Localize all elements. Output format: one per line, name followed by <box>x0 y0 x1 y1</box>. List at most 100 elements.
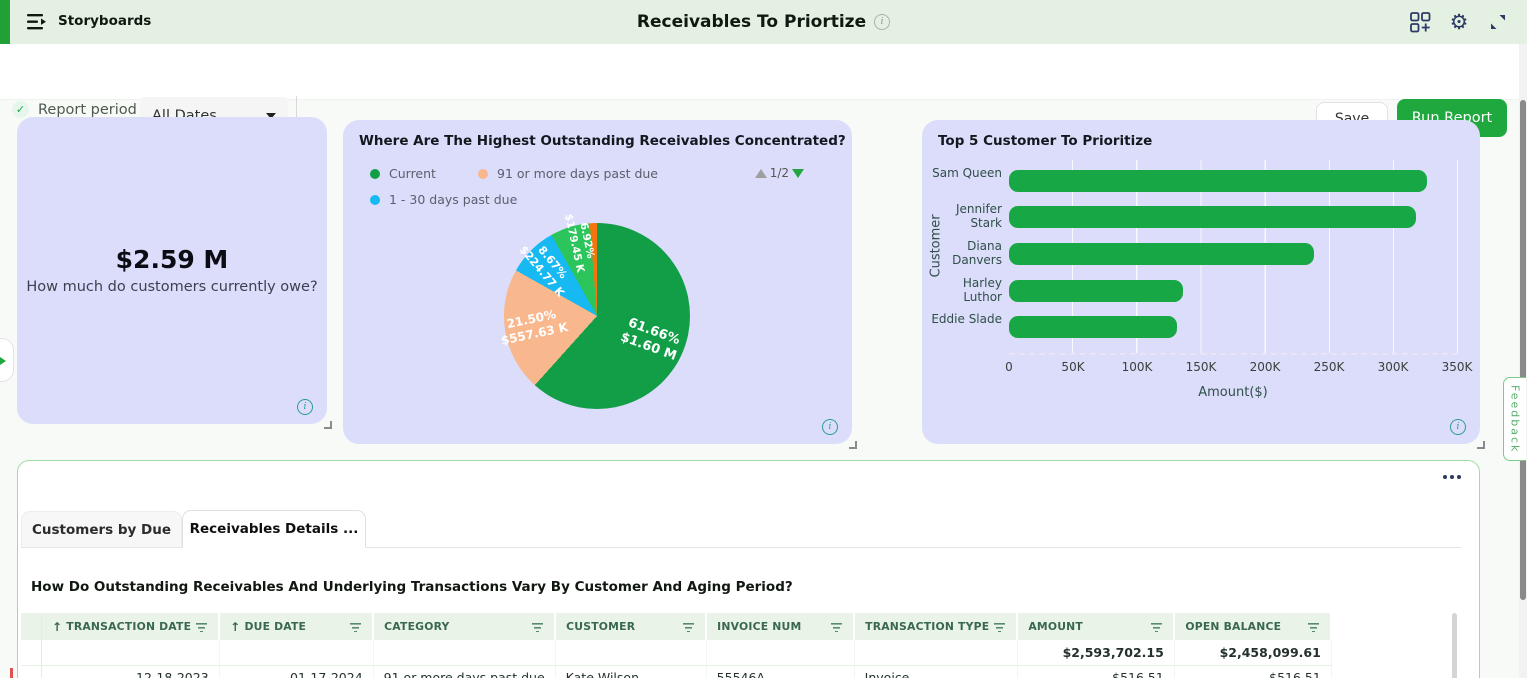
kpi-resize-handle[interactable] <box>324 421 332 429</box>
page-scrollbar <box>1519 44 1527 678</box>
xaxis-tick: 250K <box>1313 360 1345 374</box>
bar-eddie-slade[interactable] <box>1009 316 1177 338</box>
total-open-balance: $2,458,099.61 <box>1174 640 1332 666</box>
legend-item-1-30-days[interactable]: 1 - 30 days past due <box>370 192 517 207</box>
cell-amount: $516.51 <box>1017 665 1175 678</box>
table-row[interactable]: 12-18-2023 01-17-2024 91 or more days pa… <box>21 665 1332 678</box>
tab-receivables-details[interactable]: Receivables Details ... <box>182 510 366 548</box>
title-info-icon[interactable]: i <box>874 14 891 30</box>
filter-icon[interactable] <box>682 621 696 632</box>
cell-transaction-date: 12-18-2023 <box>41 665 220 678</box>
gutter-cell <box>21 665 42 678</box>
bar-chart-card: Top 5 Customer To Prioritize Customer Sa… <box>922 120 1485 449</box>
storyboards-menu-icon[interactable] <box>27 13 49 31</box>
kpi-info-icon[interactable]: i <box>297 399 313 415</box>
sort-asc-icon <box>230 620 240 634</box>
col-invoice-num[interactable]: INVOICE NUM <box>706 613 856 640</box>
left-accent-stripe <box>0 0 10 44</box>
app-name: Storyboards <box>58 13 152 29</box>
bar-info-icon[interactable]: i <box>1450 419 1466 435</box>
bar-sam-queen[interactable] <box>1009 170 1427 192</box>
legend-page-up-icon[interactable] <box>754 168 767 178</box>
legend-pager: 1/2 <box>754 166 804 180</box>
tab-customers-by-due[interactable]: Customers by Due <box>21 511 182 547</box>
chevron-down-icon <box>266 113 276 119</box>
gutter-cell <box>21 640 42 666</box>
cell-transaction-type: Invoice <box>854 665 1018 678</box>
title-wrap: Receivables To Priortize i <box>0 0 1527 44</box>
xaxis-tick: 350K <box>1441 360 1473 374</box>
cell-due-date: 01-17-2024 <box>219 665 374 678</box>
legend-page-indicator: 1/2 <box>769 166 789 180</box>
bar-xaxis-label: Amount($) <box>1198 385 1268 400</box>
bar-jennifer-stark[interactable] <box>1009 206 1416 228</box>
legend-dot-current <box>370 168 380 179</box>
settings-gear-icon[interactable]: ⚙ <box>1449 9 1469 34</box>
col-customer[interactable]: CUSTOMER <box>555 613 708 640</box>
bar-category-label: Eddie Slade <box>931 312 1002 326</box>
legend-dot-91-days <box>478 168 488 179</box>
report-period-label: Report period <box>38 102 137 118</box>
page-scrollbar-thumb[interactable] <box>1520 100 1526 600</box>
totals-row: $2,593,702.15 $2,458,099.61 <box>21 640 1332 666</box>
col-amount[interactable]: AMOUNT <box>1017 613 1176 640</box>
bar-harley-luthor[interactable] <box>1009 280 1183 302</box>
feedback-label: Feedback <box>1508 384 1522 454</box>
report-period-checkbox[interactable] <box>12 101 29 118</box>
pie-resize-handle[interactable] <box>849 441 857 449</box>
filter-icon[interactable] <box>349 621 363 632</box>
table-header-row: TRANSACTION DATE DUE DATE CATEGORY CUSTO… <box>21 613 1333 640</box>
filter-icon[interactable] <box>531 621 545 632</box>
xaxis-tick: 0 <box>1005 360 1013 374</box>
legend-label-current: Current <box>389 166 436 181</box>
xaxis-tick: 300K <box>1377 360 1409 374</box>
col-transaction-type[interactable]: TRANSACTION TYPE <box>854 613 1019 640</box>
feedback-tab[interactable]: Feedback <box>1503 377 1526 461</box>
legend-item-91-days[interactable]: 91 or more days past due <box>478 166 658 181</box>
bar-category-label: Jennifer Stark <box>955 202 1002 230</box>
xaxis-tick: 100K <box>1121 360 1153 374</box>
col-transaction-date[interactable]: TRANSACTION DATE <box>41 613 221 640</box>
page-title: Receivables To Priortize <box>636 12 867 32</box>
storyboard-play-flap[interactable] <box>0 338 14 382</box>
kpi-value: $2.59 M <box>115 245 229 274</box>
sort-asc-icon <box>52 620 62 634</box>
details-table-card: Customers by Due Receivables Details ...… <box>17 460 1480 678</box>
bar-xaxis-line <box>1009 353 1458 355</box>
table-scrollbar[interactable] <box>1452 613 1457 678</box>
pie-chart[interactable] <box>504 223 690 409</box>
xaxis-tick: 200K <box>1249 360 1281 374</box>
toolbar-divider <box>296 96 297 136</box>
bar-resize-handle[interactable] <box>1477 441 1485 449</box>
legend-page-down-icon[interactable] <box>792 168 804 178</box>
tab-bar: Customers by Due Receivables Details ... <box>21 510 1461 548</box>
xaxis-tick: 150K <box>1185 360 1217 374</box>
cell-invoice-num: 55546A <box>706 665 855 678</box>
kpi-card: $2.59 M How much do customers currently … <box>17 117 332 429</box>
legend-label-91-days: 91 or more days past due <box>497 166 658 181</box>
legend-dot-1-30-days <box>370 194 380 205</box>
pie-info-icon[interactable]: i <box>822 419 838 435</box>
col-open-balance[interactable]: OPEN BALANCE <box>1174 613 1333 640</box>
col-category[interactable]: CATEGORY <box>373 613 557 640</box>
filter-icon[interactable] <box>195 621 209 632</box>
table-heading: How Do Outstanding Receivables And Under… <box>31 579 793 595</box>
legend-item-current[interactable]: Current <box>370 166 436 181</box>
filter-icon[interactable] <box>830 621 844 632</box>
filter-icon[interactable] <box>1150 621 1164 632</box>
bar-diana-danvers[interactable] <box>1009 243 1314 265</box>
filter-icon[interactable] <box>1307 621 1321 632</box>
col-due-date[interactable]: DUE DATE <box>219 613 375 640</box>
cell-customer: Kate Wilson <box>555 665 707 678</box>
expand-fullscreen-icon[interactable] <box>1487 11 1509 33</box>
row-marker <box>10 668 13 678</box>
more-menu-icon[interactable] <box>1443 475 1461 479</box>
add-widget-icon[interactable] <box>1409 11 1431 33</box>
receivables-table: TRANSACTION DATE DUE DATE CATEGORY CUSTO… <box>21 613 1333 678</box>
top-header-bar: Storyboards Receivables To Priortize i ⚙ <box>0 0 1527 44</box>
bar-category-label: Harley Luthor <box>962 276 1002 304</box>
filter-toolbar: Report period All Dates Save Run Report <box>0 44 1527 137</box>
filter-icon[interactable] <box>993 621 1007 632</box>
legend-label-1-30-days: 1 - 30 days past due <box>389 192 518 207</box>
